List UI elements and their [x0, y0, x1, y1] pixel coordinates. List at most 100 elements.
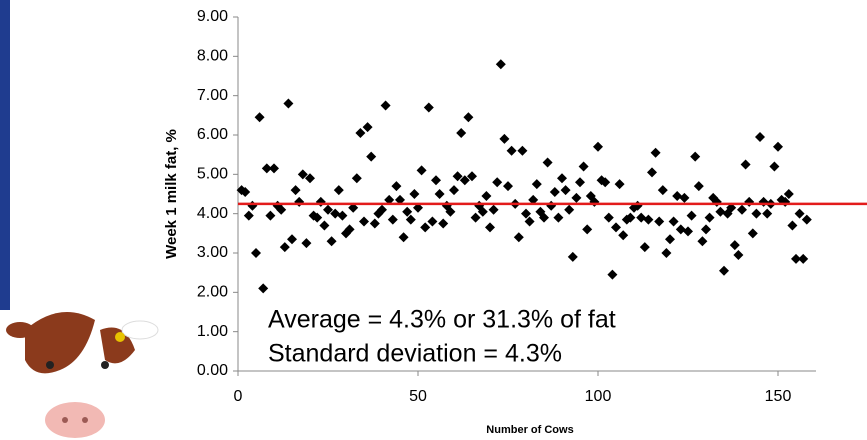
data-point	[330, 208, 341, 219]
y-tick-label: 5.00	[197, 166, 228, 183]
data-point	[521, 208, 531, 219]
data-point	[359, 216, 369, 227]
data-point	[787, 220, 798, 231]
data-point	[783, 189, 794, 199]
data-point	[395, 194, 405, 205]
data-point	[499, 133, 510, 144]
y-tick-label: 1.00	[197, 323, 228, 340]
data-point	[740, 159, 751, 170]
data-point	[287, 234, 297, 245]
data-point	[326, 236, 337, 247]
data-point	[697, 236, 708, 247]
data-point	[755, 131, 765, 142]
data-point	[557, 173, 567, 184]
data-point	[683, 226, 693, 237]
data-point	[449, 185, 459, 196]
data-point	[456, 128, 467, 139]
data-point	[366, 151, 377, 162]
data-point	[297, 169, 308, 180]
data-point	[427, 216, 438, 227]
data-point	[348, 202, 359, 213]
data-point	[643, 214, 654, 225]
data-point	[413, 202, 423, 213]
y-tick-label: 6.00	[197, 126, 228, 143]
data-point	[657, 185, 668, 196]
y-tick-label: 4.00	[197, 205, 228, 222]
data-point	[686, 210, 697, 221]
data-point	[495, 59, 506, 70]
data-point	[549, 187, 560, 198]
data-point	[704, 212, 715, 223]
data-point	[384, 194, 395, 205]
data-point	[362, 122, 373, 133]
data-point	[409, 189, 420, 199]
data-point	[542, 157, 553, 168]
y-tick-label: 0.00	[197, 362, 228, 379]
data-point	[571, 192, 582, 203]
data-point	[276, 204, 287, 215]
annotation: Average = 4.3% or 31.3% of fat	[268, 306, 616, 334]
data-point	[312, 212, 323, 223]
data-point	[791, 253, 801, 264]
y-tick-label: 3.00	[197, 244, 228, 261]
data-point	[650, 147, 661, 158]
data-point	[402, 206, 413, 217]
data-point	[261, 163, 272, 174]
data-point	[636, 212, 647, 223]
data-point	[693, 181, 704, 192]
side-strip	[0, 0, 10, 310]
data-point	[611, 222, 621, 233]
x-axis-title: Number of Cows	[486, 424, 573, 436]
data-point	[758, 196, 769, 207]
data-point	[618, 230, 629, 241]
data-point	[625, 212, 636, 223]
data-point	[481, 190, 492, 201]
data-point	[567, 251, 578, 262]
y-axis-title: Week 1 milk fat, %	[163, 129, 180, 259]
data-point	[459, 175, 470, 186]
data-point	[715, 206, 726, 217]
data-point	[524, 216, 535, 227]
data-point	[582, 224, 593, 235]
data-point	[251, 248, 261, 258]
data-point	[506, 145, 517, 156]
data-point	[269, 163, 279, 174]
data-point	[668, 216, 679, 227]
data-point	[675, 224, 686, 235]
data-point	[305, 173, 315, 184]
data-point	[369, 218, 380, 229]
data-point	[737, 204, 747, 215]
data-point	[794, 208, 805, 219]
data-point	[319, 220, 330, 231]
data-point	[560, 185, 571, 196]
data-point	[719, 265, 729, 276]
data-point	[531, 179, 542, 190]
data-point	[243, 210, 254, 221]
data-point	[546, 200, 557, 211]
data-point	[553, 212, 564, 223]
data-point	[344, 224, 355, 235]
data-point	[607, 269, 618, 280]
data-point	[564, 204, 575, 215]
x-tick-label: 150	[765, 388, 792, 405]
data-point	[405, 214, 416, 225]
x-tick-label: 100	[585, 388, 612, 405]
data-point	[762, 208, 773, 219]
data-point	[301, 238, 312, 249]
data-point	[690, 151, 701, 162]
data-point	[492, 177, 503, 188]
data-point	[747, 228, 758, 239]
data-point	[416, 165, 427, 176]
data-point	[438, 218, 449, 229]
data-point	[355, 128, 366, 139]
data-point	[254, 112, 265, 123]
data-point	[517, 145, 528, 156]
data-point	[647, 167, 657, 178]
data-point	[575, 177, 585, 188]
data-point	[452, 171, 463, 182]
data-point	[387, 214, 398, 225]
data-point	[391, 181, 402, 192]
y-tick-label: 8.00	[197, 48, 228, 65]
